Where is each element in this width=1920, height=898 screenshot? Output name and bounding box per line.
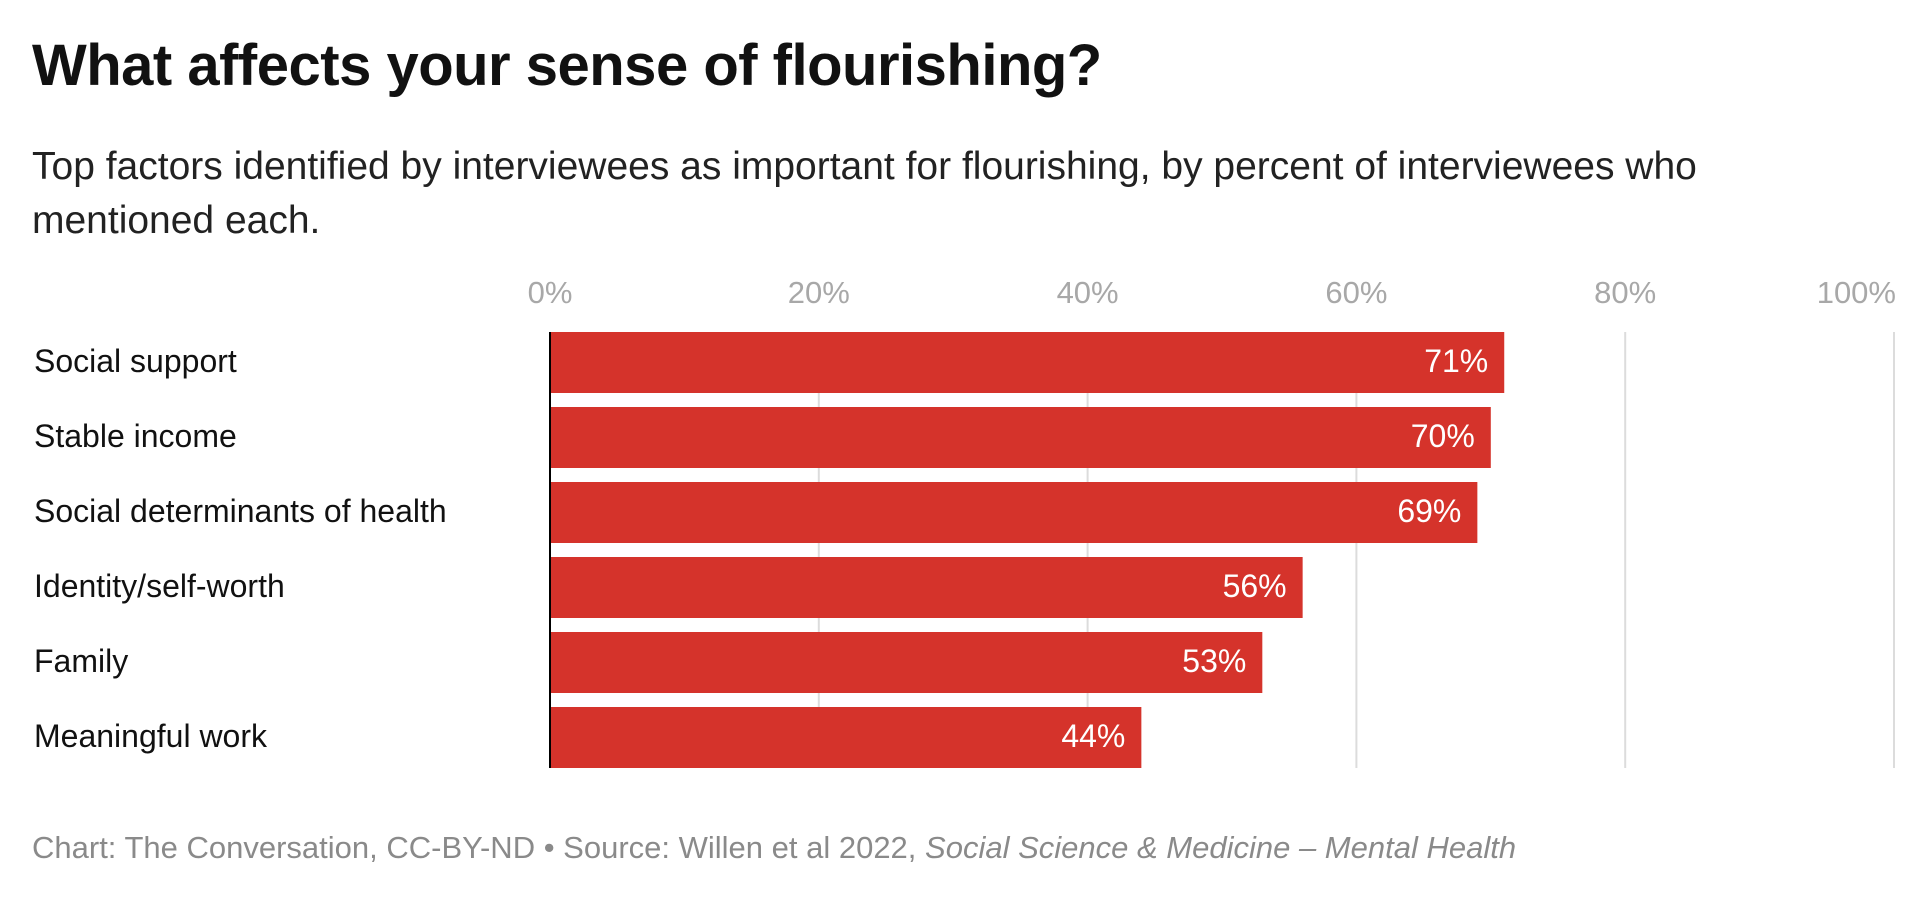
y-tick-label: Social determinants of health: [34, 493, 447, 529]
y-tick-label: Meaningful work: [34, 718, 268, 754]
source: Chart: The Conversation, CC-BY-ND • Sour…: [32, 830, 926, 865]
x-tick-label: 0%: [528, 275, 573, 310]
source-journal: Social Science & Medicine – Mental Healt…: [925, 830, 1517, 865]
chart-title: What affects your sense of flourishing?: [32, 33, 1102, 98]
bar: [550, 407, 1491, 468]
y-tick-label: Family: [34, 643, 128, 679]
x-tick-label: 20%: [788, 275, 850, 310]
x-tick-label: 60%: [1325, 275, 1387, 310]
x-tick-label: 40%: [1057, 275, 1119, 310]
x-tick-label: 80%: [1594, 275, 1656, 310]
bar: [550, 332, 1505, 393]
y-tick-label: Stable income: [34, 418, 237, 454]
bar: [550, 632, 1263, 693]
value-label: 69%: [1397, 493, 1461, 529]
value-label: 56%: [1223, 568, 1287, 604]
chart-subtitle: Top factors identified by interviewees a…: [32, 145, 1697, 242]
bar: [550, 557, 1303, 618]
bar: [550, 707, 1142, 768]
value-label: 44%: [1061, 718, 1125, 754]
value-label: 71%: [1424, 343, 1488, 379]
x-tick-label: 100%: [1817, 275, 1896, 310]
value-label: 70%: [1411, 418, 1475, 454]
value-label: 53%: [1182, 643, 1246, 679]
bar: [550, 482, 1478, 543]
y-tick-label: Social support: [34, 343, 237, 379]
y-tick-label: Identity/self-worth: [34, 568, 285, 604]
chart-footer: Chart: The Conversation, CC-BY-ND • Sour…: [32, 830, 1516, 866]
